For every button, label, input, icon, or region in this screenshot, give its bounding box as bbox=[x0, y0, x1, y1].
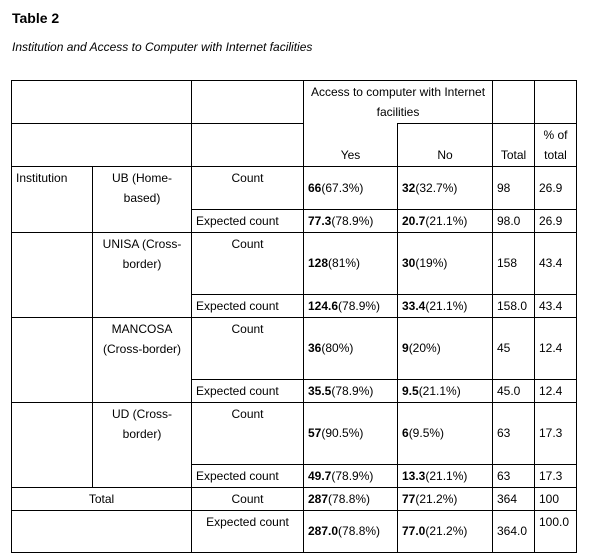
yes-cell: 35.5(78.9%) bbox=[303, 378, 398, 403]
total-cell: 98.0 bbox=[492, 208, 535, 233]
total-row-count: Total Count 287(78.8%) 77(21.2%) 364 100 bbox=[11, 486, 577, 511]
institution-name: UNISA (Cross-border) bbox=[92, 231, 192, 294]
yes-cell: 66(67.3%) bbox=[303, 166, 398, 210]
row-expected: Expected count 49.7(78.9%) 13.3(21.1%) 6… bbox=[11, 463, 577, 488]
expected-label: Expected count bbox=[191, 293, 304, 318]
pct-cell: 12.4 bbox=[534, 316, 577, 380]
no-cell: 32(32.7%) bbox=[397, 166, 493, 210]
no-cell: 20.7(21.1%) bbox=[397, 208, 493, 233]
yes-cell: 124.6(78.9%) bbox=[303, 293, 398, 318]
row-count: UNISA (Cross-border) Count 128(81%) 30(1… bbox=[11, 231, 577, 295]
total-cell: 158 bbox=[492, 231, 535, 295]
row-count: Institution UB (Home-based) Count 66(67.… bbox=[11, 166, 577, 210]
yes-cell: 36(80%) bbox=[303, 316, 398, 380]
count-label: Count bbox=[191, 401, 304, 464]
table-subtitle: Institution and Access to Computer with … bbox=[12, 40, 313, 54]
total-cell: 98 bbox=[492, 166, 535, 210]
pct-cell: 17.3 bbox=[534, 401, 577, 465]
total-cell: 158.0 bbox=[492, 293, 535, 318]
no-cell: 30(19%) bbox=[397, 231, 493, 295]
institution-name: UB (Home-based) bbox=[92, 166, 192, 209]
row-expected: Expected count 35.5(78.9%) 9.5(21.1%) 45… bbox=[11, 378, 577, 403]
pct-cell: 26.9 bbox=[534, 208, 577, 233]
pct-cell: 43.4 bbox=[534, 293, 577, 318]
total-cell: 63 bbox=[492, 463, 535, 488]
no-cell: 77(21.2%) bbox=[397, 486, 493, 511]
no-cell: 33.4(21.1%) bbox=[397, 293, 493, 318]
count-label: Count bbox=[191, 166, 304, 209]
expected-label: Expected count bbox=[191, 208, 304, 233]
expected-label: Expected count bbox=[191, 463, 304, 488]
yes-cell: 57(90.5%) bbox=[303, 401, 398, 465]
no-cell: 9.5(21.1%) bbox=[397, 378, 493, 403]
header-group-label: Access to computer with Internet facilit… bbox=[303, 80, 493, 124]
count-label: Count bbox=[191, 316, 304, 379]
header-yes: Yes bbox=[303, 123, 398, 167]
total-cell: 364.0 bbox=[492, 509, 535, 553]
total-cell: 45.0 bbox=[492, 378, 535, 403]
yes-cell: 287(78.8%) bbox=[303, 486, 398, 511]
pct-cell: 100.0 bbox=[534, 509, 577, 553]
header-row-2: Yes No Total % of total bbox=[11, 123, 577, 167]
crosstab-table: Access to computer with Internet facilit… bbox=[11, 80, 577, 553]
total-label: Total bbox=[11, 486, 192, 511]
total-row-expected: Expected count 287.0(78.8%) 77.0(21.2%) … bbox=[11, 509, 577, 553]
no-cell: 9(20%) bbox=[397, 316, 493, 380]
row-expected: Expected count 77.3(78.9%) 20.7(21.1%) 9… bbox=[11, 208, 577, 233]
row-count: UD (Cross-border) Count 57(90.5%) 6(9.5%… bbox=[11, 401, 577, 465]
row-group-label: Institution bbox=[11, 166, 93, 209]
pct-cell: 17.3 bbox=[534, 463, 577, 488]
no-cell: 77.0(21.2%) bbox=[397, 509, 493, 553]
pct-cell: 12.4 bbox=[534, 378, 577, 403]
pct-cell: 100 bbox=[534, 486, 577, 511]
header-total: Total bbox=[492, 123, 535, 167]
expected-label: Expected count bbox=[191, 378, 304, 403]
pct-cell: 43.4 bbox=[534, 231, 577, 295]
total-cell: 364 bbox=[492, 486, 535, 511]
yes-cell: 77.3(78.9%) bbox=[303, 208, 398, 233]
row-count: MANCOSA (Cross-border) Count 36(80%) 9(2… bbox=[11, 316, 577, 380]
header-pct: % of total bbox=[534, 123, 577, 167]
yes-cell: 49.7(78.9%) bbox=[303, 463, 398, 488]
count-label: Count bbox=[191, 486, 304, 511]
row-expected: Expected count 124.6(78.9%) 33.4(21.1%) … bbox=[11, 293, 577, 318]
count-label: Count bbox=[191, 231, 304, 294]
header-blank bbox=[11, 80, 93, 124]
yes-cell: 287.0(78.8%) bbox=[303, 509, 398, 553]
total-cell: 45 bbox=[492, 316, 535, 380]
pct-cell: 26.9 bbox=[534, 166, 577, 210]
no-cell: 13.3(21.1%) bbox=[397, 463, 493, 488]
header-row-1: Access to computer with Internet facilit… bbox=[11, 80, 577, 124]
table-title: Table 2 bbox=[12, 10, 60, 26]
expected-label: Expected count bbox=[191, 509, 304, 553]
institution-name: UD (Cross-border) bbox=[92, 401, 192, 464]
yes-cell: 128(81%) bbox=[303, 231, 398, 295]
institution-name: MANCOSA (Cross-border) bbox=[92, 316, 192, 379]
no-cell: 6(9.5%) bbox=[397, 401, 493, 465]
total-cell: 63 bbox=[492, 401, 535, 465]
header-no: No bbox=[397, 123, 493, 167]
